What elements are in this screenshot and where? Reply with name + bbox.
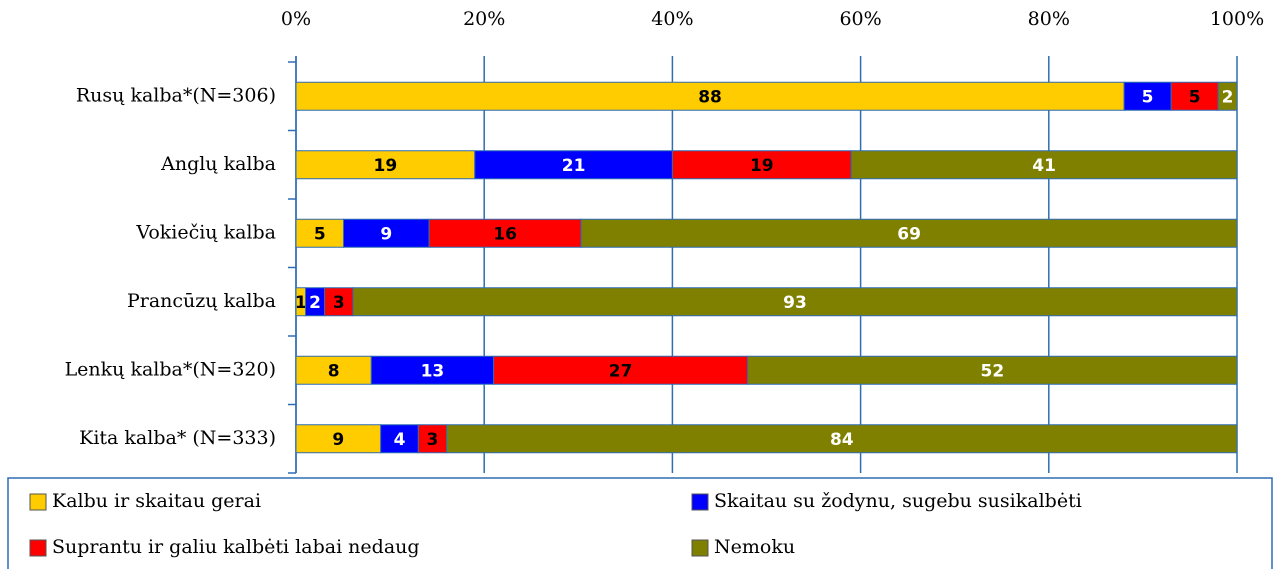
- value-label: 16: [493, 224, 517, 244]
- value-label: 69: [897, 224, 921, 244]
- value-label: 5: [314, 224, 326, 244]
- value-label: 8: [328, 361, 340, 381]
- x-tick-label: 100%: [1210, 8, 1264, 30]
- bar-segment: [295, 150, 476, 180]
- bar-segment: [295, 81, 1125, 111]
- value-label: 19: [750, 156, 774, 176]
- bar-segment: [850, 150, 1238, 180]
- y-tick-label: Anglų kalba: [160, 153, 276, 175]
- legend-box: [7, 477, 1273, 569]
- y-tick-label: Vokiečių kalba: [135, 221, 276, 243]
- legend-swatch: [691, 493, 709, 511]
- y-tick-label: Lenkų kalba*(N=320): [65, 358, 276, 380]
- value-label: 41: [1032, 156, 1056, 176]
- legend-label: Nemoku: [714, 536, 795, 558]
- value-label: 19: [374, 156, 398, 176]
- legend-swatch: [691, 539, 709, 557]
- bar-segment: [295, 355, 372, 385]
- value-label: 27: [609, 361, 633, 381]
- y-tick-label: Rusų kalba*(N=306): [76, 84, 276, 106]
- value-label: 3: [333, 293, 345, 313]
- bar-segment: [1170, 81, 1219, 111]
- value-label: 1: [295, 293, 307, 313]
- value-label: 5: [1189, 87, 1201, 107]
- legend-swatch: [29, 539, 47, 557]
- value-label: 21: [562, 156, 586, 176]
- value-label: 13: [421, 361, 445, 381]
- value-label: 84: [830, 430, 854, 450]
- value-label: 9: [380, 224, 392, 244]
- value-label: 93: [783, 293, 807, 313]
- legend-swatch: [29, 493, 47, 511]
- value-label: 9: [332, 430, 344, 450]
- value-label: 4: [394, 430, 406, 450]
- value-label: 2: [1222, 87, 1234, 107]
- legend-label: Suprantu ir galiu kalbėti labai nedaug: [52, 536, 420, 558]
- bar-segment: [428, 218, 582, 248]
- bar-segment: [370, 355, 495, 385]
- value-label: 2: [309, 293, 321, 313]
- x-tick-label: 80%: [1028, 8, 1070, 30]
- value-label: 88: [698, 87, 722, 107]
- bar-segment: [580, 218, 1238, 248]
- bar-segment: [493, 355, 749, 385]
- legend: Kalbu ir skaitau gerai Skaitau su žodynu,…: [29, 490, 1082, 558]
- bar-segment: [747, 355, 1238, 385]
- bar-segment: [295, 218, 345, 248]
- x-tick-label: 20%: [463, 8, 505, 30]
- bar-segment: [671, 150, 852, 180]
- x-tick-label: 60%: [839, 8, 881, 30]
- bar-segment: [295, 424, 382, 454]
- value-label: 5: [1142, 87, 1154, 107]
- x-tick-label: 0%: [281, 8, 311, 30]
- legend-label: Skaitau su žodynu, sugebu susikalbėti: [714, 490, 1082, 512]
- y-tick-label: Prancūzų kalba: [127, 290, 276, 312]
- bar-segment: [380, 424, 419, 454]
- y-tick-label: Kita kalba* (N=333): [79, 427, 276, 449]
- legend-label: Kalbu ir skaitau gerai: [52, 490, 261, 512]
- bar-segment: [1217, 81, 1238, 111]
- bar-segment: [352, 287, 1238, 317]
- value-label: 3: [427, 430, 439, 450]
- bar-segment: [324, 287, 354, 317]
- x-tick-label: 40%: [651, 8, 693, 30]
- bar-segment: [446, 424, 1238, 454]
- value-label: 52: [981, 361, 1005, 381]
